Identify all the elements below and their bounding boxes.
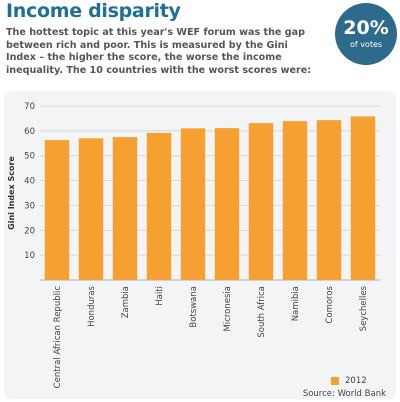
vote-badge: 20% of votes: [335, 3, 397, 65]
legend-label: 2012: [345, 376, 367, 386]
x-tick-label: Central African Republic: [53, 286, 63, 389]
bar: [44, 140, 70, 280]
bar: [146, 132, 172, 280]
legend: 2012: [331, 376, 367, 386]
vote-percentage: 20%: [343, 17, 389, 39]
x-tick-label: Honduras: [87, 285, 97, 326]
y-tick-label: 70: [24, 102, 35, 112]
source-note: Source: World Bank: [302, 389, 386, 399]
bar: [248, 123, 274, 280]
x-tick-label: Seychelles: [359, 285, 369, 331]
x-tick-label: Zambia: [121, 286, 131, 318]
chart-title: Income disparity: [6, 0, 181, 22]
x-tick-label: Namibia: [291, 286, 301, 321]
y-tick-label: 50: [24, 152, 35, 162]
y-tick-label: 10: [24, 251, 35, 261]
x-tick-label: Comoros: [325, 285, 335, 323]
vote-label: of votes: [349, 40, 383, 49]
bar: [112, 137, 138, 280]
y-tick-label: 20: [24, 226, 35, 236]
y-tick-label: 60: [24, 127, 35, 137]
y-axis-title: Gini Index Score: [7, 156, 16, 230]
bar: [350, 116, 376, 280]
bar: [180, 128, 206, 280]
x-tick-label: Haiti: [155, 286, 165, 306]
x-tick-label: Botswana: [189, 286, 199, 328]
bar: [282, 121, 308, 280]
bar: [78, 138, 104, 280]
y-tick-label: 40: [24, 177, 35, 187]
x-tick-label: Micronesia: [223, 286, 233, 332]
bar: [316, 120, 342, 280]
intro-text: The hottest topic at this year's WEF for…: [6, 27, 312, 76]
legend-swatch: [331, 377, 339, 385]
x-tick-label: South Africa: [257, 286, 267, 338]
y-tick-label: 30: [24, 201, 35, 211]
bar: [214, 128, 240, 280]
